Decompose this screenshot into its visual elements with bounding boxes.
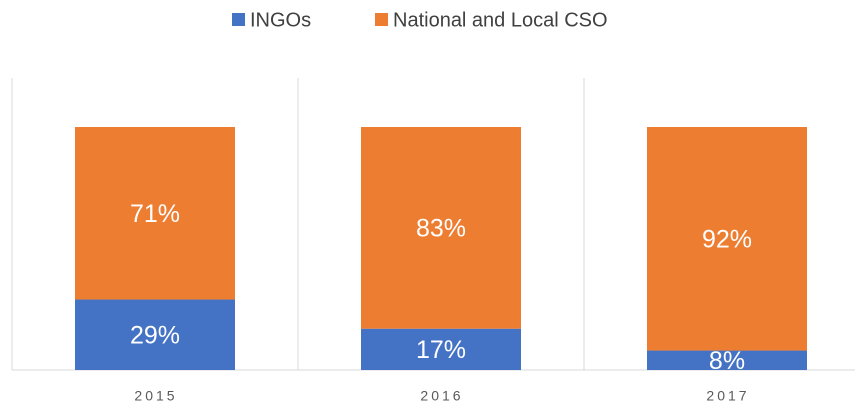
bar-segment xyxy=(647,127,807,351)
value-label: 17% xyxy=(416,336,466,364)
legend-swatch xyxy=(375,13,388,26)
value-label: 29% xyxy=(130,321,180,349)
legend-label: National and Local CSO xyxy=(393,9,608,31)
legend-swatch xyxy=(232,13,245,26)
bar-segment xyxy=(75,299,235,370)
bar-segment xyxy=(75,127,235,300)
legend-label: INGOs xyxy=(250,9,311,31)
value-label: 8% xyxy=(709,347,745,375)
value-label: 92% xyxy=(702,225,752,253)
bar-segment xyxy=(361,127,521,329)
bar-segment xyxy=(361,328,521,370)
x-tick-label: 2015 xyxy=(134,388,177,404)
value-label: 83% xyxy=(416,214,466,242)
value-label: 71% xyxy=(130,200,180,228)
bar-segment xyxy=(647,350,807,370)
x-tick-label: 2017 xyxy=(706,388,749,404)
x-tick-label: 2016 xyxy=(420,388,463,404)
